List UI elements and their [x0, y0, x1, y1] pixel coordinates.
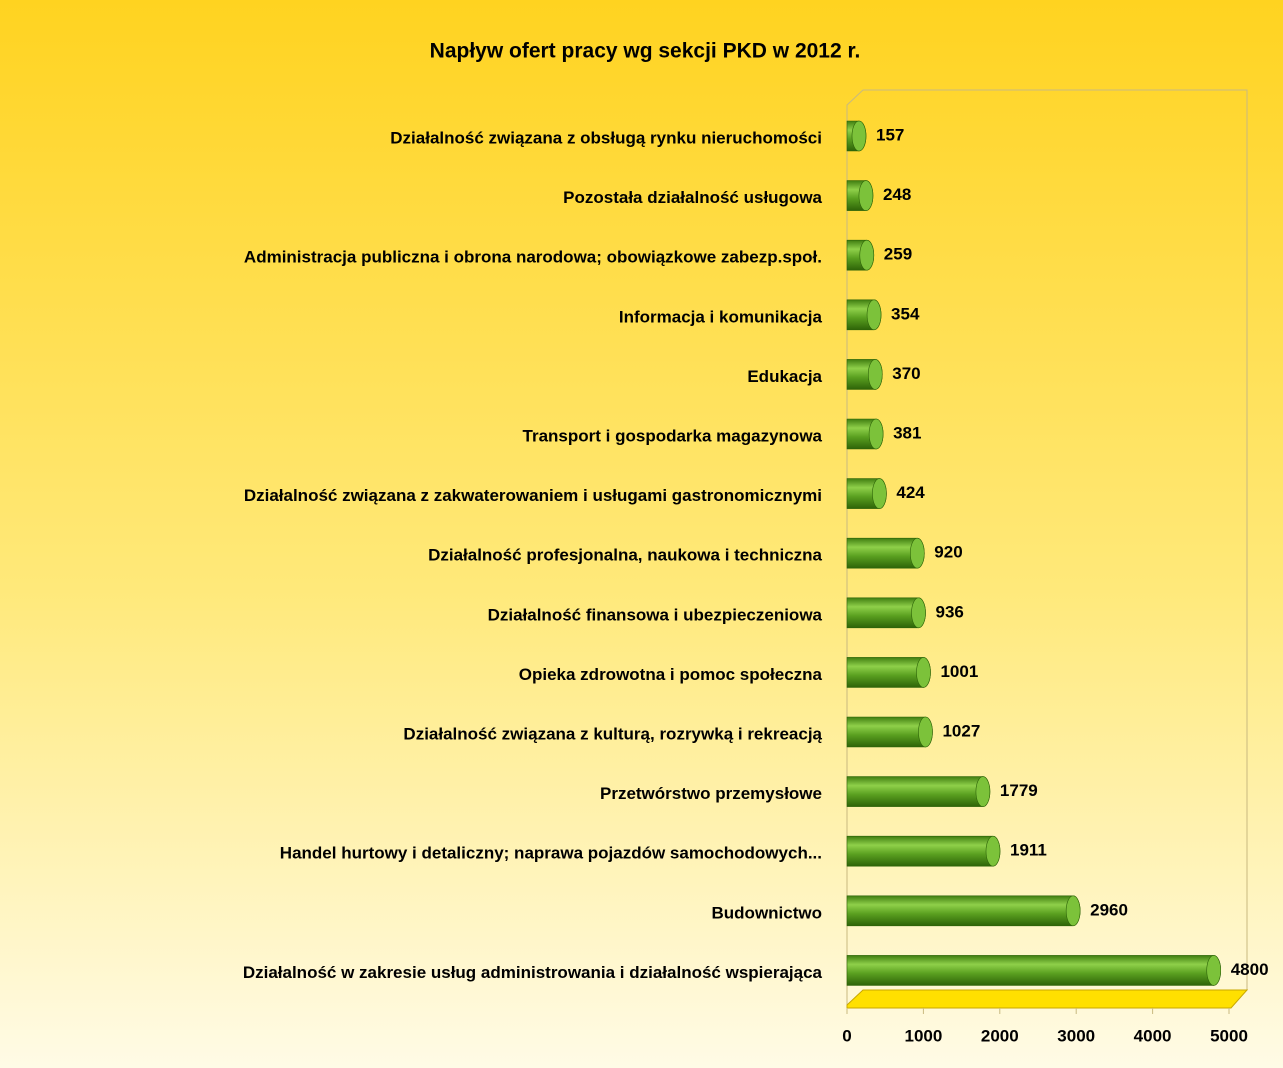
value-label: 1911	[1010, 841, 1047, 860]
y-tick-label: Transport i gospodarka magazynowa	[523, 426, 823, 445]
bar-cap	[858, 180, 874, 211]
value-label: 157	[876, 125, 904, 144]
value-label: 381	[893, 423, 921, 442]
y-tick-label: Administracja publiczna i obrona narodow…	[244, 248, 822, 267]
value-label: 424	[896, 483, 925, 502]
bar-cap	[867, 359, 883, 390]
bar-cap	[868, 418, 884, 450]
bar-cap	[851, 120, 867, 152]
x-tick-label: 5000	[1210, 1026, 1248, 1045]
x-tick-label: 0	[842, 1026, 851, 1045]
value-label: 1001	[940, 662, 978, 681]
y-tick-label: Pozostała działalność usługowa	[563, 188, 822, 207]
bar-cap	[909, 537, 925, 569]
x-tick-label: 1000	[904, 1026, 942, 1045]
value-label: 1779	[1000, 781, 1038, 800]
floor	[846, 989, 1249, 1009]
bar	[846, 835, 1001, 867]
bar-cap	[1206, 955, 1222, 986]
x-tick-label: 4000	[1134, 1026, 1172, 1045]
y-tick-label: Działalność finansowa i ubezpieczeniowa	[488, 605, 823, 624]
bar	[846, 895, 1081, 927]
y-tick-label: Opieka zdrowotna i pomoc społeczna	[519, 665, 823, 684]
x-tick-label: 3000	[1057, 1026, 1095, 1045]
value-label: 370	[892, 364, 920, 383]
y-tick-label: Działalność związana z kulturą, rozrywką…	[403, 724, 822, 743]
y-tick-label: Informacja i komunikacja	[619, 307, 823, 326]
y-tick-label: Działalność w zakresie usług administrow…	[243, 963, 823, 982]
bar-cap	[866, 299, 882, 331]
value-label: 1027	[942, 721, 980, 740]
value-label: 2960	[1090, 900, 1128, 919]
bar	[846, 955, 1221, 986]
value-label: 248	[883, 185, 911, 204]
chart-title: Napływ ofert pracy wg sekcji PKD w 2012 …	[430, 40, 861, 63]
bar	[846, 776, 991, 807]
x-tick-label: 2000	[981, 1026, 1019, 1045]
value-label: 920	[934, 543, 962, 562]
bar-cap	[1065, 895, 1081, 927]
y-tick-label: Przetwórstwo przemysłowe	[600, 784, 822, 803]
value-label: 4800	[1231, 960, 1269, 979]
bar-cap	[872, 478, 887, 509]
bar-cap	[916, 657, 931, 688]
value-label: 354	[891, 304, 920, 323]
bar-cap	[985, 835, 1001, 867]
y-tick-label: Działalność związana z zakwaterowaniem i…	[244, 486, 822, 505]
value-label: 936	[936, 602, 964, 621]
y-tick-label: Budownictwo	[712, 903, 822, 922]
y-tick-label: Działalność związana z obsługą rynku nie…	[390, 128, 822, 147]
y-tick-label: Edukacja	[747, 367, 822, 386]
value-label: 259	[884, 245, 912, 264]
y-tick-label: Handel hurtowy i detaliczny; naprawa poj…	[280, 844, 822, 863]
bar-cap	[918, 716, 933, 748]
bar-cap	[911, 597, 926, 629]
y-tick-label: Działalność profesjonalna, naukowa i tec…	[428, 546, 822, 565]
bar-cap	[975, 776, 991, 807]
bar-cap	[859, 239, 875, 271]
